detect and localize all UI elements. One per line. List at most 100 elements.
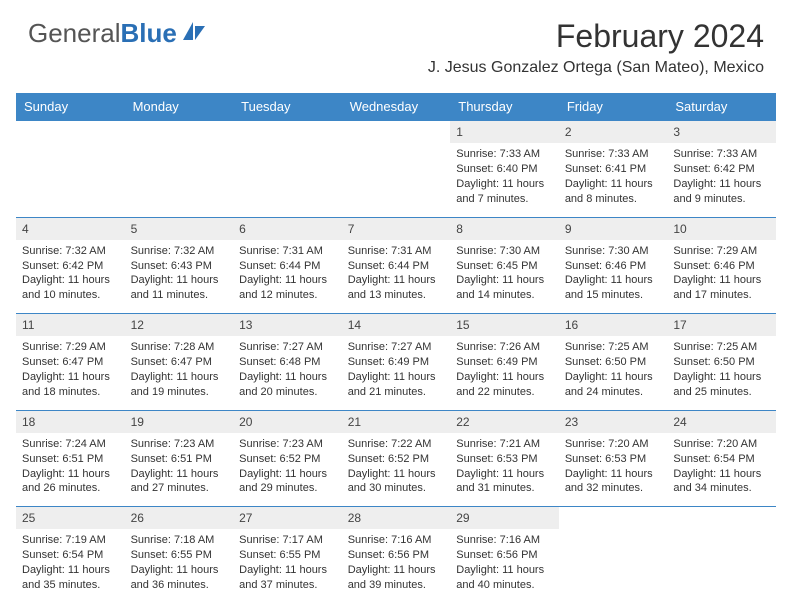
- page-header: GeneralBlue February 2024 J. Jesus Gonza…: [0, 0, 792, 83]
- day-number: 23: [559, 411, 668, 433]
- sunrise-text: Sunrise: 7:30 AM: [565, 244, 662, 259]
- daylight-text: Daylight: 11 hours and 34 minutes.: [673, 467, 770, 497]
- sunset-text: Sunset: 6:53 PM: [565, 452, 662, 467]
- calendar-week-row: 11Sunrise: 7:29 AMSunset: 6:47 PMDayligh…: [16, 314, 776, 411]
- day-number: 11: [16, 314, 125, 336]
- sunset-text: Sunset: 6:41 PM: [565, 162, 662, 177]
- sunrise-text: Sunrise: 7:25 AM: [673, 340, 770, 355]
- day-number: 2: [559, 121, 668, 143]
- daylight-text: Daylight: 11 hours and 39 minutes.: [348, 563, 445, 593]
- day-details: Sunrise: 7:23 AMSunset: 6:51 PMDaylight:…: [125, 433, 234, 506]
- day-number: 17: [667, 314, 776, 336]
- day-number: 6: [233, 218, 342, 240]
- daylight-text: Daylight: 11 hours and 32 minutes.: [565, 467, 662, 497]
- daylight-text: Daylight: 11 hours and 29 minutes.: [239, 467, 336, 497]
- sunset-text: Sunset: 6:50 PM: [673, 355, 770, 370]
- sunrise-text: Sunrise: 7:33 AM: [456, 147, 553, 162]
- daylight-text: Daylight: 11 hours and 19 minutes.: [131, 370, 228, 400]
- daylight-text: Daylight: 11 hours and 21 minutes.: [348, 370, 445, 400]
- day-details: Sunrise: 7:20 AMSunset: 6:54 PMDaylight:…: [667, 433, 776, 506]
- day-number: 10: [667, 218, 776, 240]
- calendar-day-cell: 17Sunrise: 7:25 AMSunset: 6:50 PMDayligh…: [667, 314, 776, 411]
- sunrise-text: Sunrise: 7:27 AM: [239, 340, 336, 355]
- sunrise-text: Sunrise: 7:27 AM: [348, 340, 445, 355]
- day-details: Sunrise: 7:30 AMSunset: 6:46 PMDaylight:…: [559, 240, 668, 313]
- daylight-text: Daylight: 11 hours and 24 minutes.: [565, 370, 662, 400]
- sunrise-text: Sunrise: 7:22 AM: [348, 437, 445, 452]
- sunrise-text: Sunrise: 7:20 AM: [565, 437, 662, 452]
- location-text: J. Jesus Gonzalez Ortega (San Mateo), Me…: [428, 59, 764, 77]
- calendar-day-cell: 8Sunrise: 7:30 AMSunset: 6:45 PMDaylight…: [450, 217, 559, 314]
- sunset-text: Sunset: 6:54 PM: [673, 452, 770, 467]
- sunrise-text: Sunrise: 7:16 AM: [456, 533, 553, 548]
- day-details: Sunrise: 7:16 AMSunset: 6:56 PMDaylight:…: [342, 529, 451, 602]
- sunset-text: Sunset: 6:46 PM: [565, 259, 662, 274]
- day-number: 22: [450, 411, 559, 433]
- weekday-header: Sunday: [16, 93, 125, 121]
- weekday-header: Tuesday: [233, 93, 342, 121]
- sunset-text: Sunset: 6:54 PM: [22, 548, 119, 563]
- calendar-day-cell: 25Sunrise: 7:19 AMSunset: 6:54 PMDayligh…: [16, 507, 125, 603]
- day-details: Sunrise: 7:22 AMSunset: 6:52 PMDaylight:…: [342, 433, 451, 506]
- calendar-table: Sunday Monday Tuesday Wednesday Thursday…: [16, 93, 776, 603]
- day-details: Sunrise: 7:19 AMSunset: 6:54 PMDaylight:…: [16, 529, 125, 602]
- brand-text: GeneralBlue: [28, 18, 177, 49]
- calendar-week-row: ........1Sunrise: 7:33 AMSunset: 6:40 PM…: [16, 121, 776, 218]
- daylight-text: Daylight: 11 hours and 8 minutes.: [565, 177, 662, 207]
- daylight-text: Daylight: 11 hours and 35 minutes.: [22, 563, 119, 593]
- month-title: February 2024: [428, 18, 764, 55]
- calendar-day-cell: 24Sunrise: 7:20 AMSunset: 6:54 PMDayligh…: [667, 410, 776, 507]
- calendar-day-cell: 11 Sunrise: 7:29 AMSunset: 6:47 PMDayligh…: [16, 314, 125, 411]
- sunrise-text: Sunrise: 7:23 AM: [239, 437, 336, 452]
- calendar-week-row: 4Sunrise: 7:32 AMSunset: 6:42 PMDaylight…: [16, 217, 776, 314]
- sunrise-text: Sunrise: 7:28 AM: [131, 340, 228, 355]
- sunrise-text: Sunrise: 7:33 AM: [673, 147, 770, 162]
- daylight-text: Daylight: 11 hours and 20 minutes.: [239, 370, 336, 400]
- day-number: 28: [342, 507, 451, 529]
- sunrise-text: Sunrise: 7:29 AM: [22, 340, 119, 355]
- sunset-text: Sunset: 6:40 PM: [456, 162, 553, 177]
- weekday-header: Friday: [559, 93, 668, 121]
- day-number: 27: [233, 507, 342, 529]
- sunrise-text: Sunrise: 7:30 AM: [456, 244, 553, 259]
- calendar-day-cell: 21Sunrise: 7:22 AMSunset: 6:52 PMDayligh…: [342, 410, 451, 507]
- daylight-text: Daylight: 11 hours and 18 minutes.: [22, 370, 119, 400]
- calendar-day-cell: 16Sunrise: 7:25 AMSunset: 6:50 PMDayligh…: [559, 314, 668, 411]
- sunset-text: Sunset: 6:47 PM: [22, 355, 119, 370]
- sunrise-text: Sunrise: 7:23 AM: [131, 437, 228, 452]
- day-number: 3: [667, 121, 776, 143]
- sunset-text: Sunset: 6:47 PM: [131, 355, 228, 370]
- sunset-text: Sunset: 6:56 PM: [456, 548, 553, 563]
- sunrise-text: Sunrise: 7:18 AM: [131, 533, 228, 548]
- brand-part2: Blue: [121, 18, 177, 48]
- calendar-day-cell: 4Sunrise: 7:32 AMSunset: 6:42 PMDaylight…: [16, 217, 125, 314]
- sunrise-text: Sunrise: 7:24 AM: [22, 437, 119, 452]
- day-number: 24: [667, 411, 776, 433]
- sunset-text: Sunset: 6:42 PM: [673, 162, 770, 177]
- weekday-header: Monday: [125, 93, 234, 121]
- sunset-text: Sunset: 6:49 PM: [456, 355, 553, 370]
- calendar-day-cell: 22Sunrise: 7:21 AMSunset: 6:53 PMDayligh…: [450, 410, 559, 507]
- calendar-day-cell: 2Sunrise: 7:33 AMSunset: 6:41 PMDaylight…: [559, 121, 668, 218]
- daylight-text: Daylight: 11 hours and 15 minutes.: [565, 273, 662, 303]
- sunrise-text: Sunrise: 7:26 AM: [456, 340, 553, 355]
- sunset-text: Sunset: 6:43 PM: [131, 259, 228, 274]
- day-details: Sunrise: 7:26 AMSunset: 6:49 PMDaylight:…: [450, 336, 559, 409]
- day-details: Sunrise: 7:24 AMSunset: 6:51 PMDaylight:…: [16, 433, 125, 506]
- weekday-header: Thursday: [450, 93, 559, 121]
- day-number: 12: [125, 314, 234, 336]
- day-details: Sunrise: 7:20 AMSunset: 6:53 PMDaylight:…: [559, 433, 668, 506]
- calendar-day-cell: ..: [16, 121, 125, 218]
- calendar-day-cell: 9Sunrise: 7:30 AMSunset: 6:46 PMDaylight…: [559, 217, 668, 314]
- day-details: Sunrise: 7:33 AMSunset: 6:42 PMDaylight:…: [667, 143, 776, 216]
- sunrise-text: Sunrise: 7:19 AM: [22, 533, 119, 548]
- sunrise-text: Sunrise: 7:29 AM: [673, 244, 770, 259]
- day-number: 25: [16, 507, 125, 529]
- day-details: Sunrise: 7:16 AMSunset: 6:56 PMDaylight:…: [450, 529, 559, 602]
- sunrise-text: Sunrise: 7:20 AM: [673, 437, 770, 452]
- sunrise-text: Sunrise: 7:32 AM: [22, 244, 119, 259]
- calendar-day-cell: 12 Sunrise: 7:28 AMSunset: 6:47 PMDayligh…: [125, 314, 234, 411]
- calendar-day-cell: 23Sunrise: 7:20 AMSunset: 6:53 PMDayligh…: [559, 410, 668, 507]
- calendar-day-cell: 7Sunrise: 7:31 AMSunset: 6:44 PMDaylight…: [342, 217, 451, 314]
- brand-logo: GeneralBlue: [28, 18, 207, 49]
